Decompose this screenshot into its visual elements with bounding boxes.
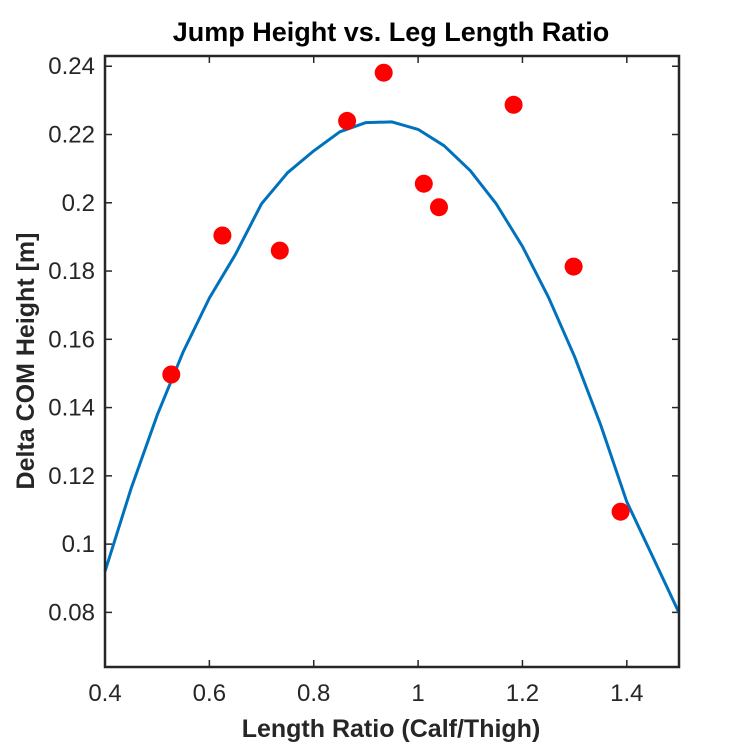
x-tick-label: 1.2 — [506, 680, 539, 707]
y-axis-label: Delta COM Height [m] — [12, 233, 40, 490]
y-tick-label: 0.24 — [48, 53, 95, 80]
chart-title: Jump Height vs. Leg Length Ratio — [173, 17, 610, 47]
x-tick-label: 0.6 — [193, 680, 226, 707]
y-tick-label: 0.16 — [48, 326, 95, 353]
x-tick-label: 1.4 — [610, 680, 643, 707]
y-tick-label: 0.08 — [48, 599, 95, 626]
axis-ticks: 0.4 0.6 0.8 1 1.2 1.4 0.08 0.1 0.12 0.14 0.16 0.18 0… — [48, 53, 679, 707]
y-tick-label: 0.12 — [48, 463, 95, 490]
fit-curve-layer — [103, 120, 681, 614]
data-point — [162, 365, 181, 384]
data-point — [611, 502, 630, 521]
data-point — [414, 174, 433, 193]
y-tick-label: 0.2 — [62, 190, 95, 217]
plot-frame — [103, 54, 681, 669]
data-point — [213, 226, 232, 245]
x-tick-label: 0.8 — [297, 680, 330, 707]
data-point — [504, 95, 523, 114]
x-axis-label: Length Ratio (Calf/Thigh) — [242, 715, 541, 743]
data-point — [430, 198, 448, 217]
data-points — [162, 63, 630, 521]
data-point — [564, 257, 583, 276]
y-tick-label: 0.1 — [62, 531, 95, 558]
data-point — [270, 241, 289, 260]
y-tick-label: 0.14 — [48, 395, 95, 422]
fit-curve — [103, 120, 681, 614]
y-tick-label: 0.18 — [48, 258, 95, 285]
x-tick-label: 0.4 — [88, 680, 121, 707]
data-point — [374, 63, 393, 82]
data-point — [338, 111, 357, 130]
x-tick-label: 1 — [411, 680, 424, 707]
y-tick-label: 0.22 — [48, 122, 95, 149]
